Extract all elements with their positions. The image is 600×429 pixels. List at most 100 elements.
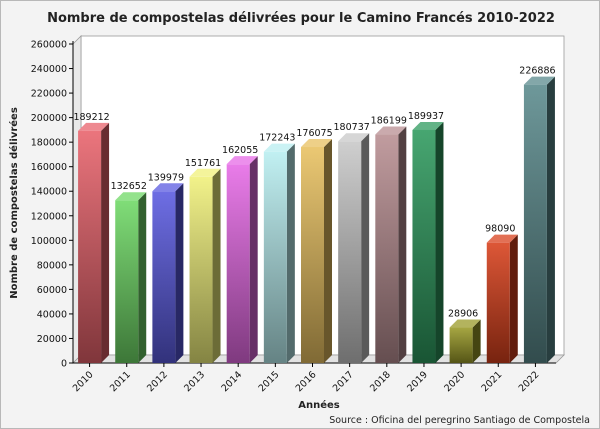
bar-front bbox=[226, 164, 250, 363]
bar-front bbox=[115, 200, 139, 363]
y-tick-label: 80000 bbox=[37, 260, 67, 271]
data-label: 151761 bbox=[185, 158, 221, 169]
data-label: 28906 bbox=[448, 309, 478, 320]
bar-front bbox=[263, 151, 287, 363]
bar-front bbox=[189, 176, 213, 363]
bar-2010 bbox=[78, 122, 110, 363]
bar-2022 bbox=[523, 76, 555, 364]
x-tick-label: 2014 bbox=[219, 369, 244, 394]
x-tick-label: 2020 bbox=[442, 369, 467, 394]
bar-2014 bbox=[226, 156, 258, 363]
y-tick-label: 160000 bbox=[31, 162, 67, 173]
x-tick-label: 2010 bbox=[71, 369, 96, 394]
bar-top bbox=[152, 183, 184, 192]
y-tick-label: 180000 bbox=[31, 138, 67, 149]
bar-2015 bbox=[263, 143, 295, 363]
x-tick-label: 2018 bbox=[368, 369, 393, 394]
y-tick-label: 120000 bbox=[31, 211, 67, 222]
bar-front bbox=[301, 146, 324, 363]
bar-top bbox=[115, 192, 147, 201]
data-label: 176075 bbox=[296, 128, 332, 139]
bar-2021 bbox=[486, 234, 518, 363]
bar-2019 bbox=[412, 121, 444, 363]
bar-front bbox=[78, 130, 102, 363]
bar-front bbox=[375, 134, 399, 363]
bar-front bbox=[152, 191, 176, 363]
bar-top bbox=[78, 122, 110, 131]
chart-title: Nombre de compostelas délivrées pour le … bbox=[47, 11, 555, 26]
bar-top bbox=[338, 133, 370, 142]
data-label: 226886 bbox=[519, 66, 555, 77]
bar-side bbox=[472, 319, 481, 363]
bar-top bbox=[375, 126, 407, 135]
x-tick-label: 2016 bbox=[294, 369, 319, 394]
y-tick-label: 240000 bbox=[31, 64, 67, 75]
bar-2018 bbox=[375, 126, 407, 363]
bar-side bbox=[138, 192, 147, 363]
bar-top bbox=[226, 156, 258, 165]
data-label: 98090 bbox=[485, 224, 515, 235]
x-tick-label: 2019 bbox=[405, 369, 430, 394]
x-tick-label: 2015 bbox=[257, 369, 282, 394]
bar-side bbox=[398, 126, 407, 363]
y-tick-label: 20000 bbox=[37, 334, 67, 345]
y-tick-label: 260000 bbox=[31, 40, 67, 51]
bar-top bbox=[486, 234, 518, 243]
bar-side bbox=[286, 143, 295, 363]
data-label: 132652 bbox=[111, 181, 147, 192]
y-tick-label: 200000 bbox=[31, 113, 67, 124]
bar-top bbox=[189, 168, 221, 177]
y-tick-label: 100000 bbox=[31, 236, 67, 247]
bar-front bbox=[523, 84, 547, 364]
bar-top bbox=[523, 76, 555, 85]
bar-side bbox=[324, 138, 332, 363]
x-tick-label: 2011 bbox=[108, 369, 133, 394]
bar-top bbox=[301, 138, 332, 147]
bar-side bbox=[361, 133, 370, 363]
x-tick-label: 2017 bbox=[331, 369, 356, 394]
y-tick-label: 0 bbox=[61, 359, 67, 370]
bar-2011 bbox=[115, 192, 147, 363]
y-tick-label: 60000 bbox=[37, 285, 67, 296]
bars bbox=[78, 76, 555, 364]
bar-2017 bbox=[338, 133, 370, 363]
bar-side bbox=[101, 122, 110, 363]
bar-side bbox=[509, 234, 518, 363]
bar-2013 bbox=[189, 168, 221, 363]
bar-2012 bbox=[152, 183, 184, 363]
x-tick-label: 2021 bbox=[480, 369, 505, 394]
source-note: Source : Oficina del peregrino Santiago … bbox=[329, 415, 590, 426]
bar-side bbox=[212, 168, 221, 363]
bar-side bbox=[435, 121, 444, 363]
y-tick-label: 140000 bbox=[31, 187, 67, 198]
x-tick-label: 2013 bbox=[182, 369, 207, 394]
bar-front bbox=[338, 141, 362, 363]
data-label: 180737 bbox=[334, 122, 370, 133]
bar-side bbox=[546, 76, 555, 364]
bar-top bbox=[449, 319, 481, 328]
y-tick-label: 40000 bbox=[37, 309, 67, 320]
bar-top bbox=[412, 121, 444, 130]
bar-front bbox=[412, 129, 436, 363]
data-label: 162055 bbox=[222, 145, 258, 156]
bar-side bbox=[175, 183, 184, 363]
data-label: 139979 bbox=[148, 172, 184, 183]
bar-side bbox=[249, 156, 258, 363]
y-axis-label: Nombre de compostelas délivrées bbox=[8, 107, 20, 299]
data-label: 189937 bbox=[408, 111, 444, 122]
bar-top bbox=[263, 143, 295, 152]
x-tick-label: 2022 bbox=[517, 369, 542, 394]
data-label: 186199 bbox=[371, 116, 407, 127]
x-axis-label: Années bbox=[298, 399, 340, 411]
x-tick-label: 2012 bbox=[145, 369, 170, 394]
bar-2016 bbox=[301, 138, 332, 363]
bar-2020 bbox=[449, 319, 481, 363]
bar-front bbox=[449, 327, 473, 363]
y-tick-label: 220000 bbox=[31, 89, 67, 100]
bar-front bbox=[486, 242, 510, 363]
data-label: 172243 bbox=[259, 133, 295, 144]
data-label: 189212 bbox=[73, 112, 109, 123]
